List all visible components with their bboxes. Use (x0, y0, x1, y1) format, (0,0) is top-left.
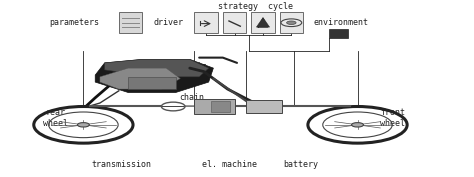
Polygon shape (256, 18, 270, 27)
FancyBboxPatch shape (194, 99, 235, 114)
Polygon shape (95, 59, 213, 93)
Text: front
wheel: front wheel (381, 108, 405, 128)
Text: chassis: chassis (172, 62, 207, 71)
Circle shape (287, 21, 296, 24)
FancyBboxPatch shape (194, 12, 218, 33)
FancyBboxPatch shape (280, 12, 303, 33)
Text: transmission: transmission (91, 160, 151, 169)
Text: parameters: parameters (49, 18, 99, 27)
FancyBboxPatch shape (251, 12, 275, 33)
Text: environment: environment (313, 18, 368, 27)
Polygon shape (128, 77, 175, 89)
Text: rear
wheel: rear wheel (43, 108, 67, 128)
Circle shape (77, 123, 90, 127)
Text: battery: battery (283, 160, 319, 169)
Polygon shape (100, 68, 180, 89)
FancyBboxPatch shape (211, 101, 230, 112)
FancyBboxPatch shape (223, 12, 246, 33)
Text: driver: driver (154, 18, 183, 27)
Text: chain: chain (180, 93, 205, 102)
Text: strategy  cycle: strategy cycle (219, 2, 293, 11)
Text: el. machine: el. machine (202, 160, 257, 169)
FancyBboxPatch shape (329, 29, 348, 38)
FancyBboxPatch shape (119, 12, 143, 33)
Circle shape (352, 123, 364, 127)
Polygon shape (105, 59, 209, 77)
FancyBboxPatch shape (246, 99, 282, 113)
